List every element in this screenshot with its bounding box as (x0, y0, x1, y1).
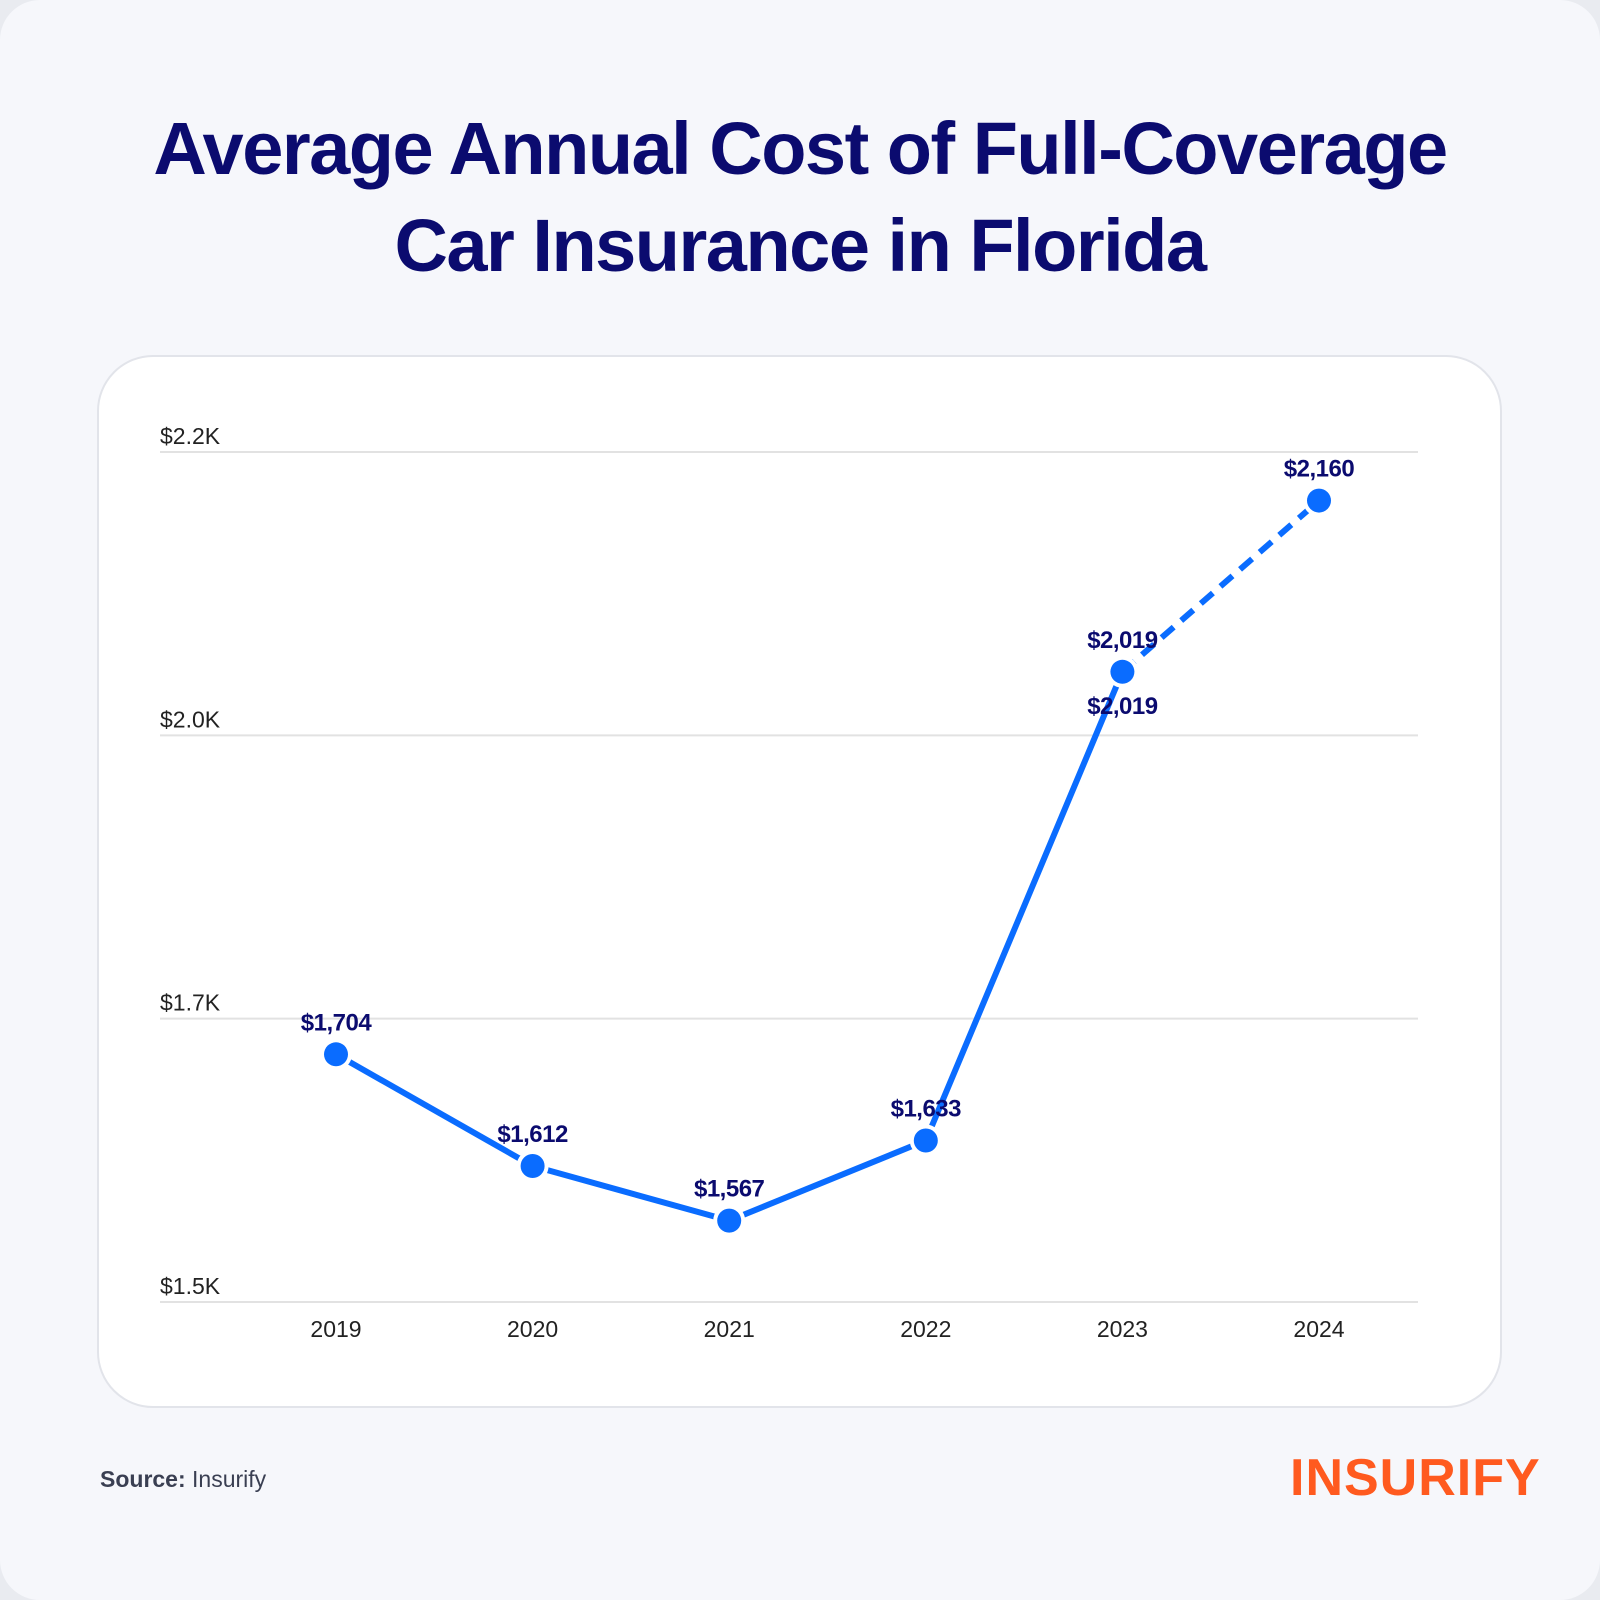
x-tick-label: 2019 (310, 1316, 361, 1342)
data-label-duplicate: $2,019 (1087, 693, 1158, 720)
data-point (324, 1042, 348, 1067)
source-note: Source: Insurify (100, 1466, 266, 1493)
data-point (717, 1208, 742, 1233)
x-tick-label: 2020 (507, 1316, 558, 1342)
y-tick-label: $2.2K (160, 423, 221, 449)
y-tick-label: $1.7K (160, 990, 221, 1016)
data-point (913, 1128, 938, 1153)
data-label: $1,633 (891, 1096, 962, 1123)
data-label: $1,704 (301, 1009, 373, 1036)
source-label: Source: (100, 1466, 186, 1492)
chart-card (97, 355, 1502, 1408)
line-segment (531, 1163, 731, 1224)
data-point (1110, 659, 1135, 684)
title-line-2: Car Insurance in Florida (394, 204, 1207, 287)
line-segment (923, 670, 1126, 1142)
source-value: Insurify (192, 1466, 267, 1492)
data-point (1307, 488, 1331, 513)
x-tick-label: 2022 (900, 1316, 951, 1342)
page-title: Average Annual Cost of Full-Coverage Car… (0, 100, 1600, 294)
title-line-1: Average Annual Cost of Full-Coverage (153, 107, 1448, 190)
data-label: $1,612 (497, 1121, 568, 1148)
data-label: $2,160 (1284, 456, 1355, 483)
y-tick-label: $2.0K (160, 706, 221, 732)
dashed-line-segment (1120, 498, 1321, 675)
line-segment (334, 1051, 535, 1169)
y-tick-label: $1.5K (160, 1273, 221, 1299)
x-tick-label: 2023 (1097, 1316, 1148, 1342)
line-segment (728, 1137, 927, 1224)
insurify-logo: INSURIFY (1290, 1449, 1541, 1507)
data-label: $1,567 (694, 1176, 765, 1203)
x-tick-label: 2024 (1293, 1316, 1344, 1342)
data-label: $2,019 (1087, 627, 1158, 654)
x-tick-label: 2021 (704, 1316, 755, 1342)
data-point (520, 1154, 545, 1178)
